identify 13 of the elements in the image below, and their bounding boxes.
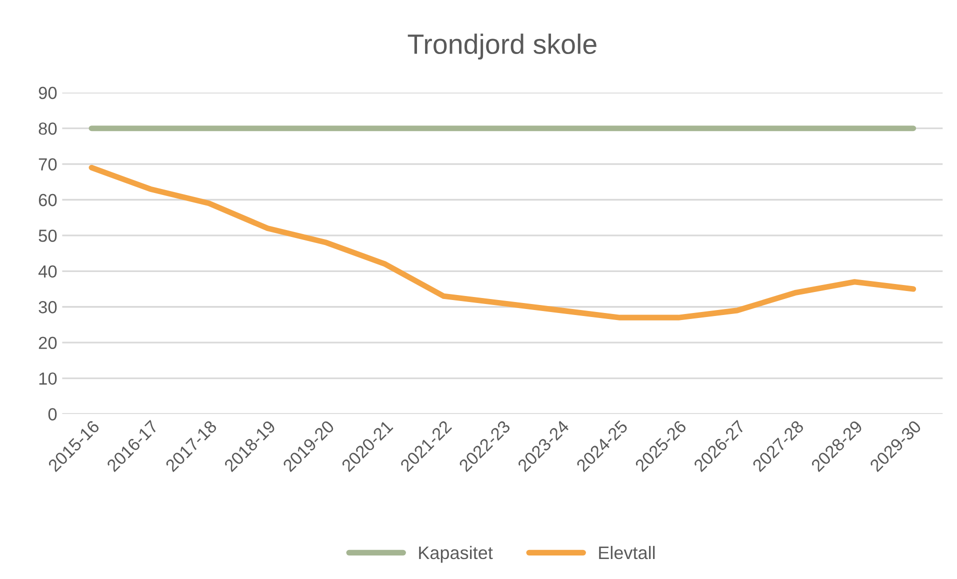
y-tick-label: 0 <box>48 408 57 420</box>
y-tick-label: 60 <box>38 194 57 206</box>
y-tick-label: 50 <box>38 230 57 242</box>
chart-title: Trondjord skole <box>408 34 596 60</box>
y-tick-label: 30 <box>38 301 57 314</box>
y-tick-label: 70 <box>38 158 57 171</box>
legend-label: Kapasitet <box>419 546 493 563</box>
y-tick-label: 80 <box>38 122 57 135</box>
legend-label: Elevtall <box>599 546 655 560</box>
y-tick-label: 40 <box>38 265 57 278</box>
y-tick-label: 20 <box>38 336 57 350</box>
y-tick-label: 10 <box>39 372 57 385</box>
y-tick-label: 90 <box>38 86 57 100</box>
